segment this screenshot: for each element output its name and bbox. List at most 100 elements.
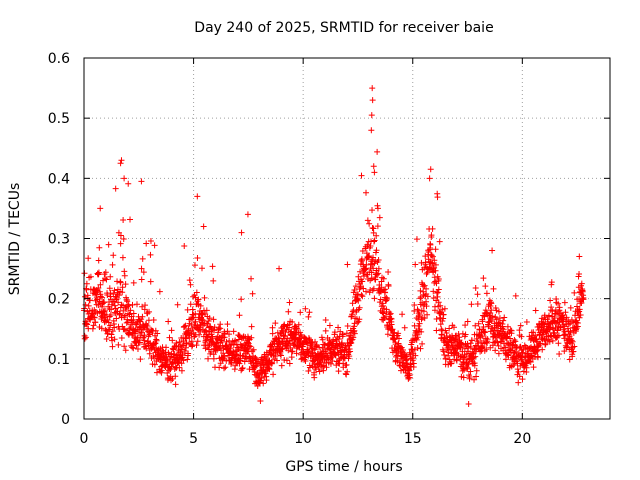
- data-point: [546, 338, 553, 345]
- data-point: [278, 352, 285, 359]
- data-point: [487, 310, 494, 317]
- data-point: [340, 331, 347, 338]
- data-point: [306, 364, 313, 371]
- data-point: [494, 339, 501, 346]
- data-point: [515, 379, 522, 386]
- data-point: [283, 357, 290, 364]
- data-point: [197, 302, 204, 309]
- data-point: [460, 374, 467, 381]
- data-point: [546, 312, 553, 319]
- data-point: [105, 241, 112, 248]
- data-point: [568, 337, 575, 344]
- data-point: [369, 97, 376, 104]
- data-point: [442, 356, 449, 363]
- data-point: [120, 217, 127, 224]
- data-point: [127, 216, 134, 223]
- data-point: [130, 345, 137, 352]
- data-point: [248, 275, 255, 282]
- data-point: [244, 211, 251, 218]
- data-point: [514, 366, 521, 373]
- data-point: [81, 270, 88, 277]
- data-point: [368, 112, 375, 119]
- data-point: [387, 315, 394, 322]
- data-point: [274, 357, 281, 364]
- data-point: [169, 337, 176, 344]
- data-point: [384, 296, 391, 303]
- data-point: [473, 367, 480, 374]
- data-point: [351, 287, 358, 294]
- y-tick-label: 0.5: [48, 111, 70, 127]
- data-point: [238, 229, 245, 236]
- data-point: [184, 356, 191, 363]
- data-point: [472, 322, 479, 329]
- data-point: [568, 340, 575, 347]
- data-point: [411, 302, 418, 309]
- data-point: [119, 289, 126, 296]
- data-point: [519, 356, 526, 363]
- data-point: [89, 325, 96, 332]
- data-point: [247, 343, 254, 350]
- data-point: [432, 261, 439, 268]
- data-point: [554, 327, 561, 334]
- data-point: [98, 325, 105, 332]
- data-point: [172, 381, 179, 388]
- data-point: [138, 276, 145, 283]
- data-point: [152, 340, 159, 347]
- data-point: [217, 360, 224, 367]
- data-point: [436, 238, 443, 245]
- data-point: [375, 265, 382, 272]
- data-point: [483, 346, 490, 353]
- data-point: [561, 299, 568, 306]
- data-point: [191, 262, 198, 269]
- data-point: [406, 374, 413, 381]
- data-point: [275, 340, 282, 347]
- data-point: [136, 339, 143, 346]
- data-point: [556, 351, 563, 357]
- data-point: [502, 344, 509, 351]
- data-point: [96, 288, 103, 295]
- data-point: [118, 334, 125, 341]
- data-points: [81, 85, 587, 407]
- data-point: [464, 364, 471, 371]
- data-point: [289, 348, 296, 355]
- data-point: [165, 318, 172, 325]
- data-point: [303, 339, 310, 346]
- data-point: [185, 350, 192, 357]
- x-tick-label: 10: [294, 431, 312, 447]
- data-point: [287, 344, 294, 351]
- data-point: [501, 314, 508, 321]
- data-point: [90, 322, 97, 329]
- data-point: [548, 279, 555, 286]
- data-point: [368, 269, 375, 276]
- x-tick-label: 5: [189, 431, 198, 447]
- data-point: [202, 345, 209, 352]
- data-point: [499, 335, 506, 342]
- data-point: [266, 366, 273, 373]
- data-point: [236, 332, 243, 339]
- data-point: [385, 282, 392, 289]
- data-point: [147, 238, 154, 245]
- data-point: [556, 304, 563, 311]
- data-point: [369, 85, 376, 92]
- data-point: [246, 366, 253, 373]
- data-point: [472, 285, 479, 292]
- data-point: [516, 373, 523, 380]
- data-point: [87, 273, 94, 280]
- data-point: [527, 358, 534, 365]
- data-point: [85, 255, 92, 262]
- data-point: [359, 278, 366, 285]
- data-point: [528, 353, 535, 360]
- data-point: [109, 261, 116, 268]
- data-point: [410, 360, 417, 367]
- data-point: [186, 334, 193, 341]
- data-point: [235, 346, 242, 353]
- data-point: [370, 254, 377, 261]
- data-point: [130, 316, 137, 323]
- data-point: [366, 253, 373, 260]
- data-point: [525, 350, 532, 357]
- data-point: [271, 356, 278, 363]
- data-point: [483, 290, 490, 297]
- data-point: [364, 217, 371, 224]
- data-point: [193, 342, 200, 349]
- data-point: [380, 302, 387, 309]
